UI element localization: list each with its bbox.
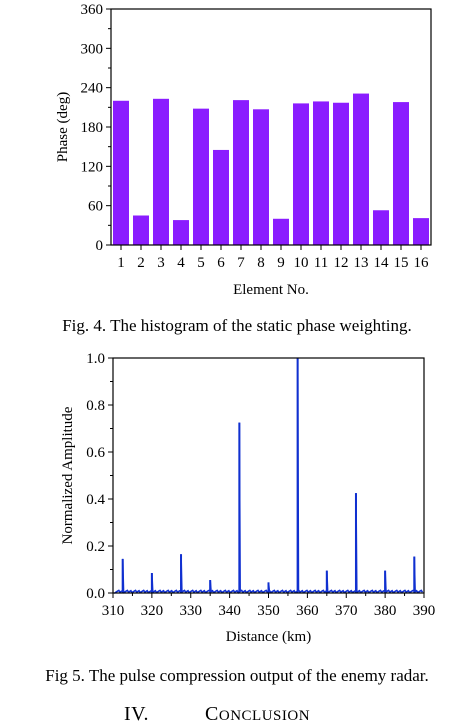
bar [413,218,429,245]
figure-4-caption: Fig. 4. The histogram of the static phas… [62,316,412,335]
bar [373,210,389,245]
x-axis-title: Distance (km) [226,629,311,645]
x-tick-label: 16 [414,255,430,271]
x-tick-label: 350 [257,603,280,619]
x-tick-label: 340 [218,603,241,619]
bar [313,101,329,245]
x-tick-label: 12 [334,255,349,271]
bar [393,102,409,245]
y-tick-label: 0 [96,238,104,254]
plot-frame [112,357,425,594]
bar [153,98,169,245]
x-tick-label: 360 [296,603,319,619]
x-tick-label: 1 [117,255,125,271]
y-tick-label: 0.8 [86,398,105,414]
bar [173,220,189,245]
x-tick-label: 310 [102,603,125,619]
x-tick-label: 8 [257,255,265,271]
x-tick-label: 5 [197,255,205,271]
x-tick-label: 380 [374,603,397,619]
x-tick-label: 13 [354,255,369,271]
y-axis-title: Phase (deg) [55,92,71,162]
x-tick-label: 2 [137,255,145,271]
pulse-compression-chart: 0.0 0.2 0.4 0.6 0.8 1.0 310 320 330 340 350 360 370 3… [60,351,436,645]
bar [273,218,289,245]
y-tick-label: 60 [88,199,103,215]
bar [233,100,249,245]
x-tick-label: 7 [237,255,245,271]
y-axis-title: Normalized Amplitude [60,406,76,544]
section-heading: IV. CONCLUSION [124,703,310,726]
y-tick-label: 0.6 [86,445,105,461]
y-tick-label: 1.0 [86,351,105,367]
x-tick-label: 6 [217,255,225,271]
figure-5-caption: Fig 5. The pulse compression output of t… [45,666,429,685]
x-tick-label: 9 [277,255,285,271]
x-tick-label: 14 [374,255,390,271]
y-tick-label: 300 [81,41,104,57]
y-tick-label: 360 [81,2,104,18]
section-number: IV. [124,703,150,725]
y-tick-label: 120 [81,159,104,175]
y-tick-label: 0.2 [86,539,105,555]
y-tick-label: 240 [81,81,104,97]
bar [213,149,229,245]
x-axis-title: Element No. [233,282,309,298]
series-line [114,357,424,595]
bar [133,215,149,245]
x-tick-label: 370 [335,603,358,619]
y-tick-label: 0.4 [86,492,105,508]
section-title-rest: ONCLUSION [218,708,311,724]
x-tick-label: 3 [157,255,165,271]
x-tick-label: 11 [314,255,328,271]
bar [253,109,269,245]
y-tick-label: 180 [81,120,104,136]
section-title-initial: C [205,703,219,725]
x-tick-label: 330 [180,603,203,619]
x-tick-label: 390 [413,603,436,619]
bar [113,100,129,246]
bar [333,102,349,245]
x-tick-label: 10 [294,255,309,271]
bar [293,103,309,246]
x-tick-label: 4 [177,255,185,271]
bar [353,93,369,245]
bar [193,108,209,246]
x-tick-label: 320 [141,603,164,619]
x-tick-label: 15 [394,255,409,271]
y-tick-label: 0.0 [86,586,105,602]
